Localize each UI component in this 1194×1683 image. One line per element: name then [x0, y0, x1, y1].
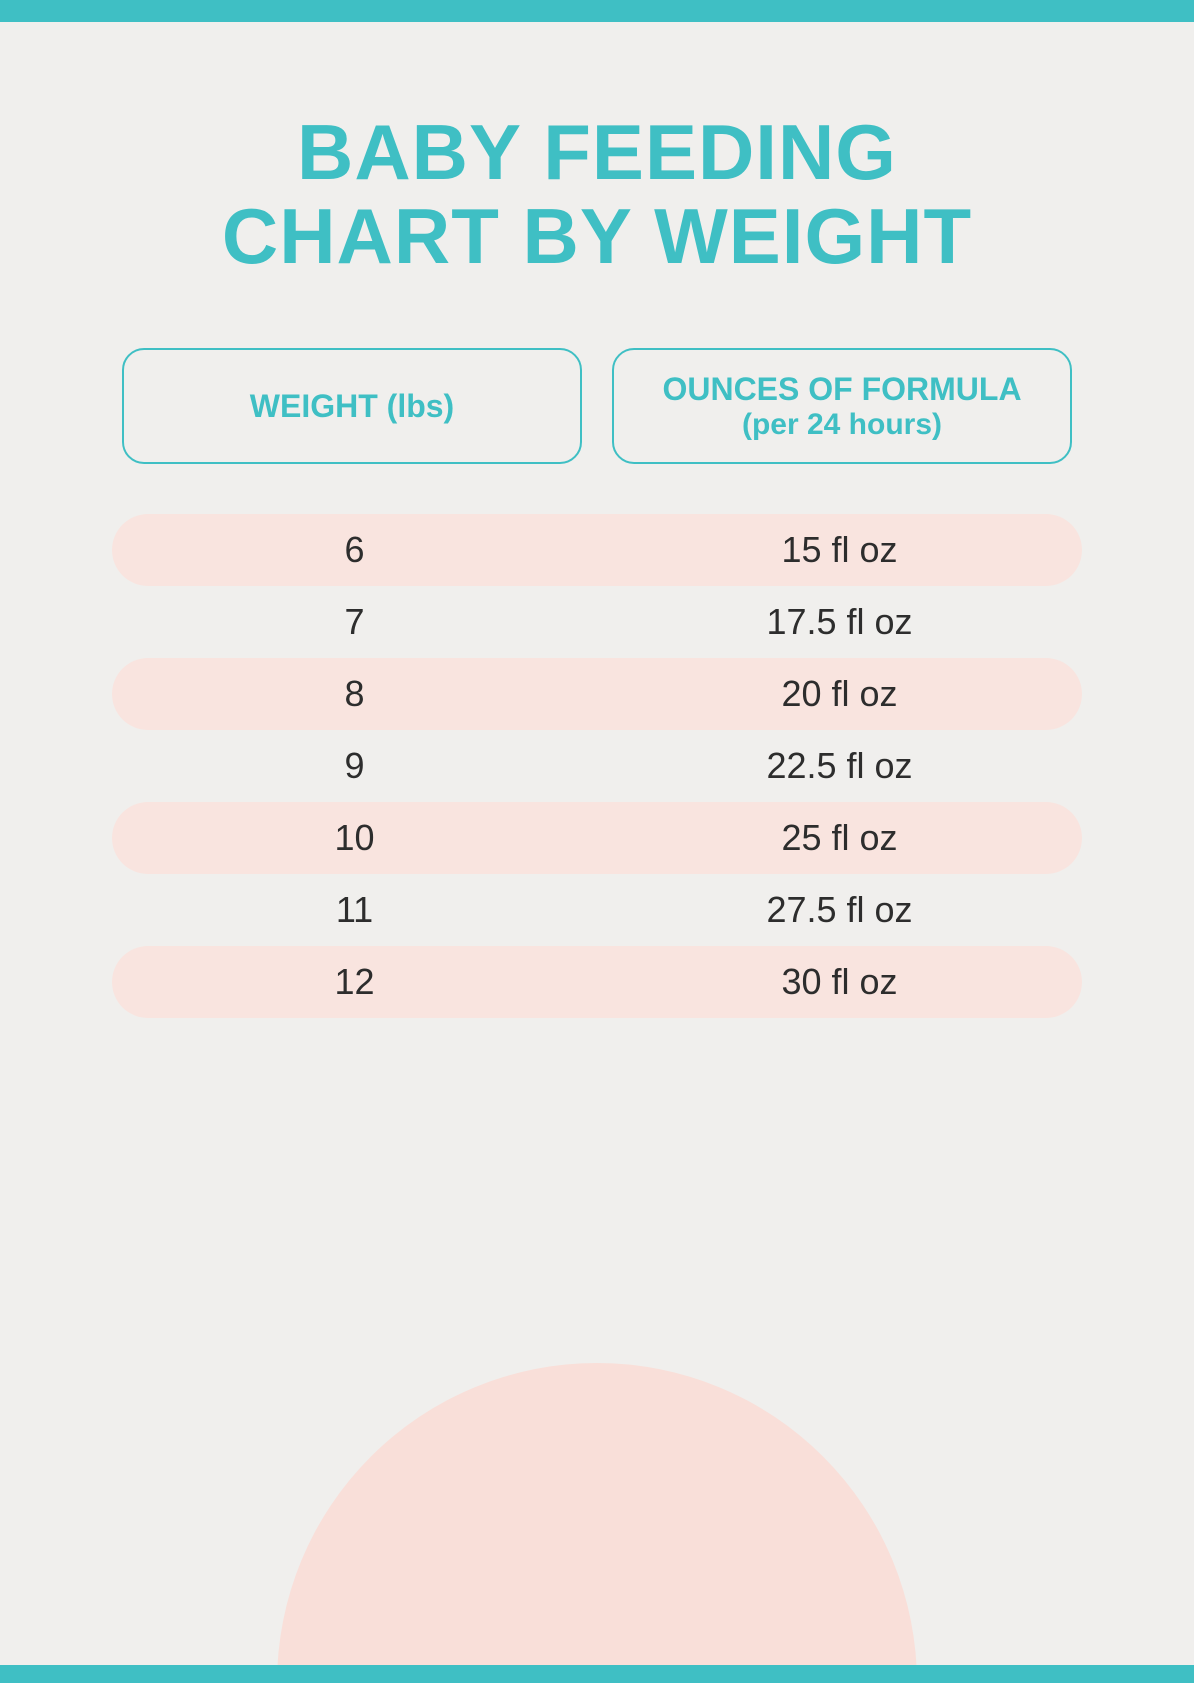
weight-cell: 9: [112, 745, 597, 787]
header-weight-label: WEIGHT (lbs): [250, 388, 454, 425]
formula-cell: 27.5 fl oz: [597, 889, 1082, 931]
table-row: 6 15 fl oz: [112, 514, 1082, 586]
formula-cell: 22.5 fl oz: [597, 745, 1082, 787]
weight-cell: 6: [112, 529, 597, 571]
column-headers: WEIGHT (lbs) OUNCES OF FORMULA (per 24 h…: [0, 348, 1194, 464]
header-weight: WEIGHT (lbs): [122, 348, 582, 464]
top-accent-bar: [0, 0, 1194, 22]
weight-cell: 7: [112, 601, 597, 643]
table-row: 9 22.5 fl oz: [112, 730, 1082, 802]
bottom-accent-bar: [0, 1665, 1194, 1683]
table-row: 8 20 fl oz: [112, 658, 1082, 730]
feeding-table: 6 15 fl oz 7 17.5 fl oz 8 20 fl oz 9 22.…: [112, 514, 1082, 1018]
formula-cell: 15 fl oz: [597, 529, 1082, 571]
weight-cell: 12: [112, 961, 597, 1003]
formula-cell: 30 fl oz: [597, 961, 1082, 1003]
header-formula-label: OUNCES OF FORMULA: [662, 371, 1021, 408]
header-formula-sublabel: (per 24 hours): [742, 408, 942, 443]
table-row: 11 27.5 fl oz: [112, 874, 1082, 946]
formula-cell: 20 fl oz: [597, 673, 1082, 715]
formula-cell: 17.5 fl oz: [597, 601, 1082, 643]
weight-cell: 10: [112, 817, 597, 859]
page-title: BABY FEEDING CHART BY WEIGHT: [0, 0, 1194, 278]
header-formula: OUNCES OF FORMULA (per 24 hours): [612, 348, 1072, 464]
title-line-1: BABY FEEDING: [297, 108, 897, 196]
weight-cell: 11: [112, 889, 597, 931]
decorative-semicircle: [277, 1363, 917, 1683]
table-row: 7 17.5 fl oz: [112, 586, 1082, 658]
weight-cell: 8: [112, 673, 597, 715]
table-row: 10 25 fl oz: [112, 802, 1082, 874]
title-line-2: CHART BY WEIGHT: [222, 192, 972, 280]
formula-cell: 25 fl oz: [597, 817, 1082, 859]
table-row: 12 30 fl oz: [112, 946, 1082, 1018]
